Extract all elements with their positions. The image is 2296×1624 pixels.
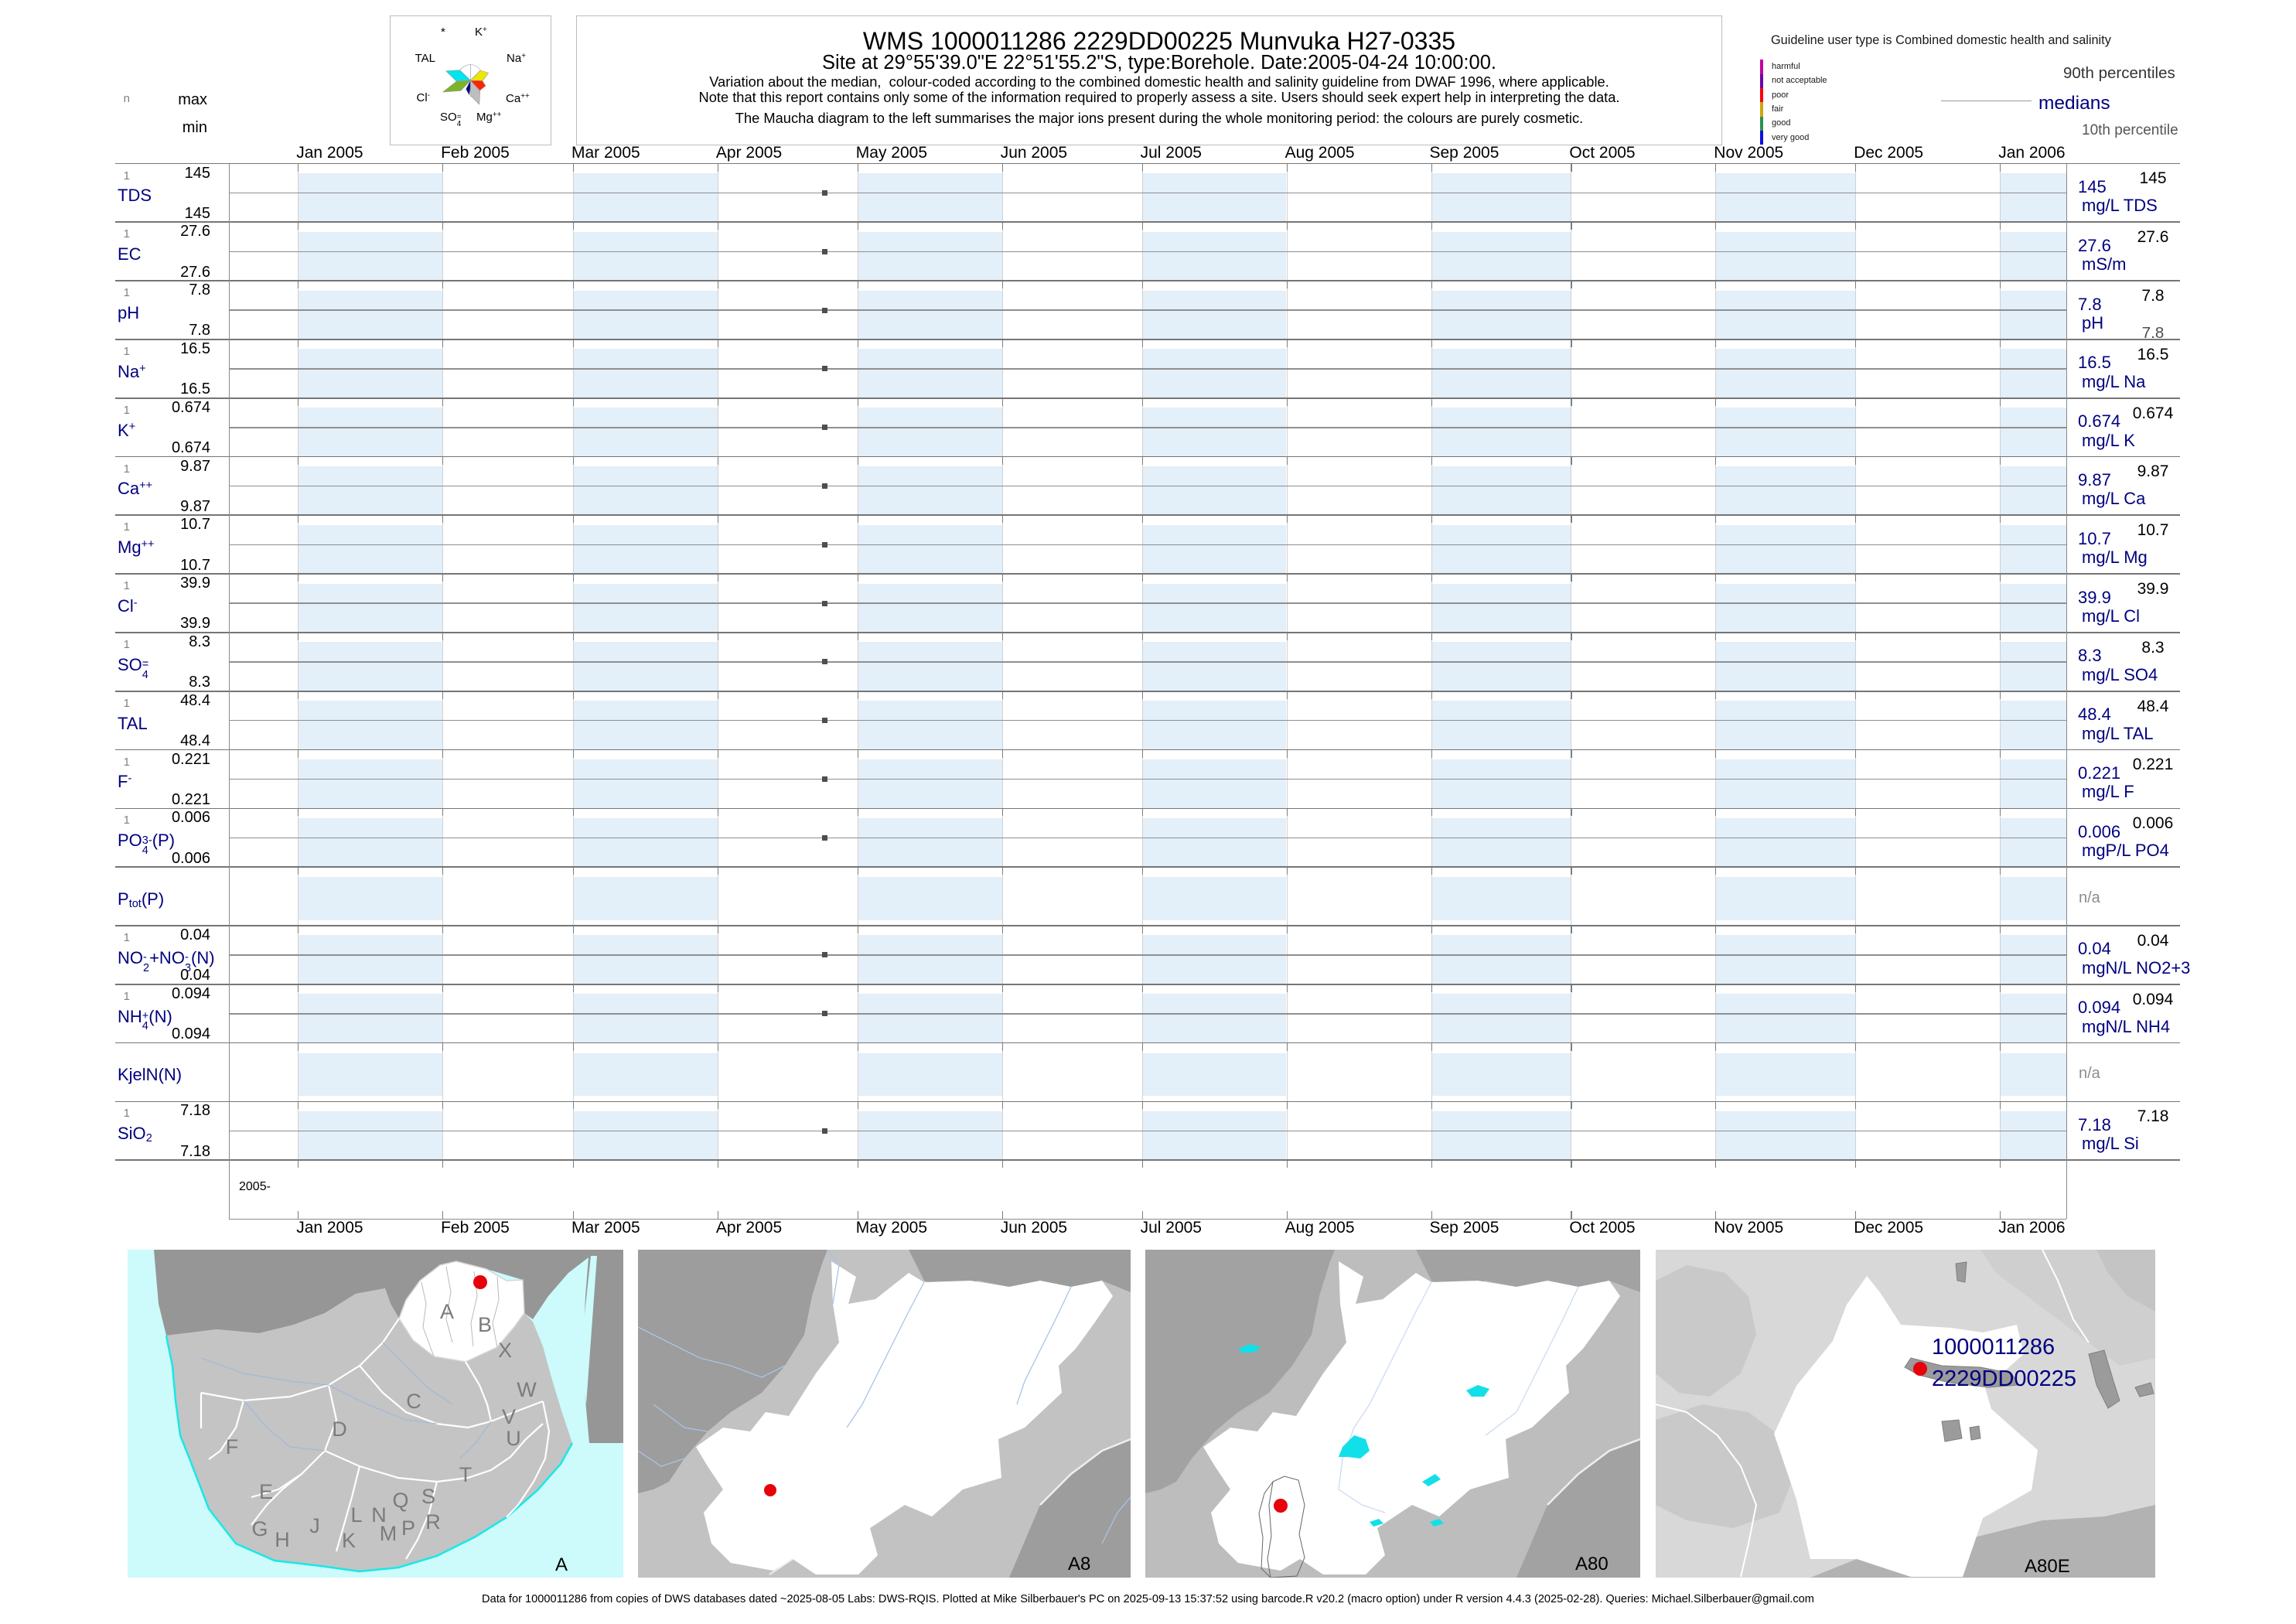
svg-text:E: E [259, 1480, 273, 1503]
svg-text:D: D [332, 1418, 347, 1441]
svg-text:N: N [371, 1503, 387, 1527]
svg-text:H: H [275, 1528, 290, 1551]
svg-text:P: P [401, 1517, 415, 1540]
svg-text:S: S [421, 1485, 435, 1508]
svg-text:R: R [425, 1510, 441, 1534]
svg-text:K: K [342, 1529, 356, 1552]
svg-text:A80E: A80E [2025, 1556, 2070, 1577]
svg-text:T: T [459, 1463, 473, 1486]
svg-text:J: J [309, 1514, 320, 1537]
svg-text:L: L [350, 1503, 362, 1527]
svg-text:B: B [478, 1313, 492, 1336]
svg-text:U: U [506, 1427, 521, 1450]
svg-text:V: V [502, 1405, 516, 1428]
svg-text:G: G [251, 1517, 268, 1540]
svg-text:Q: Q [392, 1489, 408, 1512]
svg-text:X: X [498, 1339, 512, 1362]
svg-text:A8: A8 [1068, 1554, 1090, 1575]
svg-text:C: C [406, 1390, 421, 1413]
svg-text:A80: A80 [1575, 1554, 1609, 1575]
svg-text:A: A [555, 1554, 568, 1575]
svg-text:A: A [440, 1300, 454, 1323]
svg-text:2229DD00225: 2229DD00225 [1932, 1366, 2076, 1391]
svg-text:F: F [226, 1435, 239, 1459]
svg-text:W: W [517, 1378, 537, 1401]
svg-text:1000011286: 1000011286 [1932, 1335, 2055, 1360]
svg-text:M: M [380, 1522, 397, 1545]
